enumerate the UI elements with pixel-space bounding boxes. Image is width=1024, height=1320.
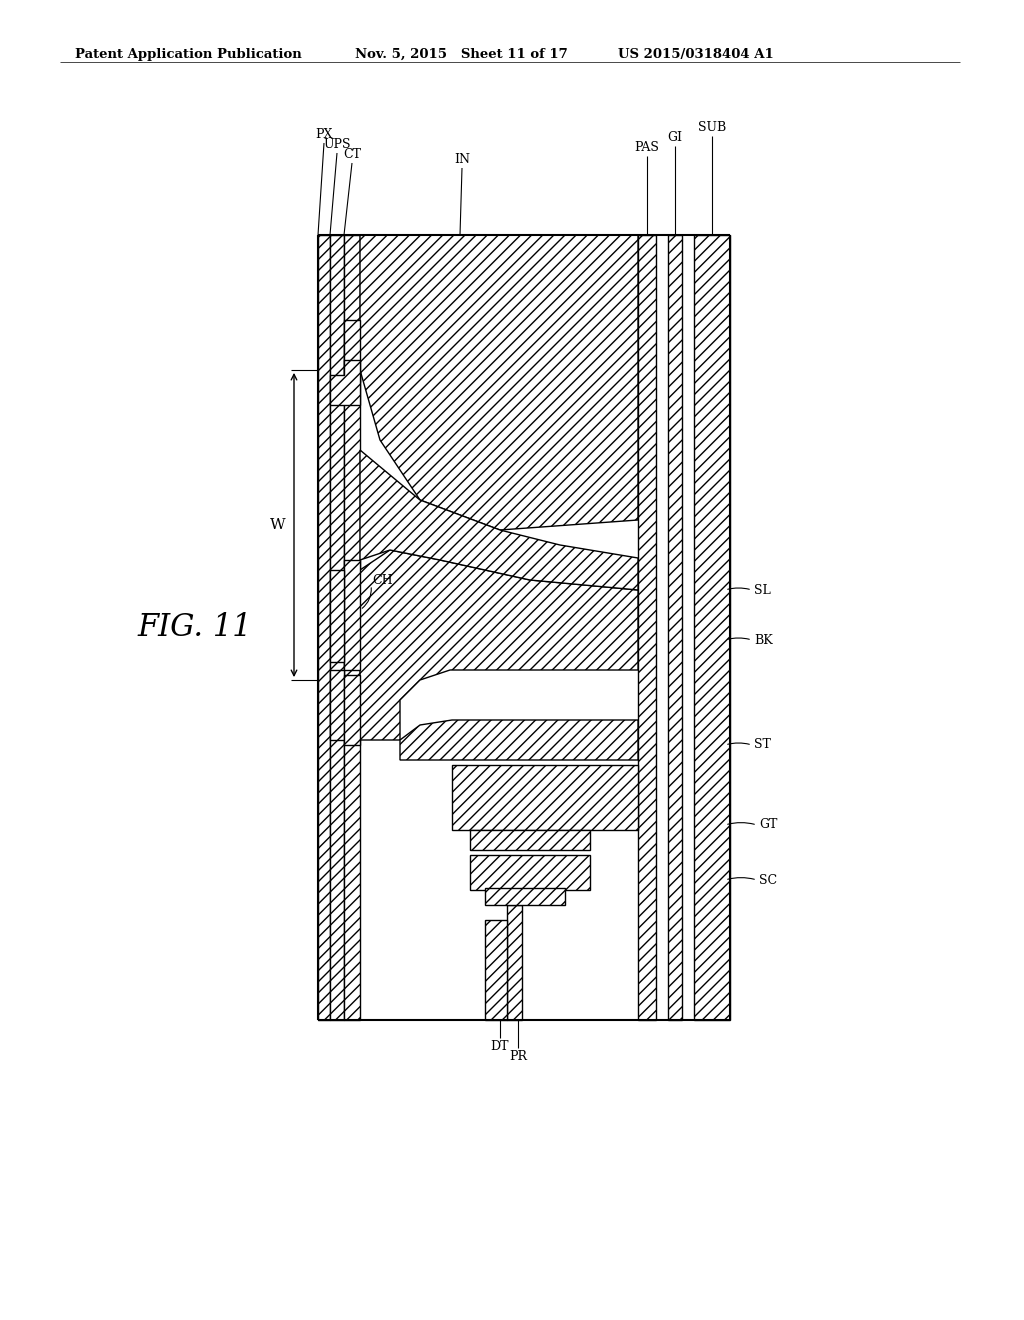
Polygon shape (360, 235, 638, 1020)
Text: Patent Application Publication: Patent Application Publication (75, 48, 302, 61)
Text: CH: CH (372, 573, 392, 586)
Bar (344, 235, 360, 1020)
Polygon shape (330, 671, 344, 741)
Text: PX: PX (315, 128, 333, 141)
Text: US 2015/0318404 A1: US 2015/0318404 A1 (618, 48, 774, 61)
Polygon shape (330, 360, 360, 405)
Text: GT: GT (759, 818, 777, 832)
Text: PAS: PAS (635, 141, 659, 154)
Text: GI: GI (668, 131, 683, 144)
Bar (485, 920, 507, 1020)
Text: ST: ST (754, 738, 771, 751)
Text: IN: IN (454, 153, 470, 166)
Text: DT: DT (490, 1040, 509, 1053)
Polygon shape (330, 570, 344, 663)
Text: BK: BK (754, 634, 773, 647)
Polygon shape (485, 888, 565, 906)
Text: W: W (270, 517, 286, 532)
Bar (668, 235, 682, 1020)
Bar (330, 235, 344, 1020)
Text: SUB: SUB (698, 121, 726, 135)
Text: SL: SL (754, 583, 771, 597)
Polygon shape (344, 560, 360, 671)
Text: UPS: UPS (324, 139, 351, 150)
Polygon shape (360, 450, 638, 590)
Bar (507, 906, 522, 1020)
Polygon shape (400, 719, 638, 760)
Polygon shape (470, 830, 590, 850)
Polygon shape (344, 319, 360, 381)
Bar (638, 235, 656, 1020)
Polygon shape (470, 855, 590, 890)
Text: SC: SC (759, 874, 777, 887)
Bar (694, 235, 730, 1020)
Bar (360, 235, 638, 1020)
Text: FIG. 11: FIG. 11 (137, 612, 252, 644)
Polygon shape (360, 235, 638, 531)
Bar (318, 235, 730, 1020)
Polygon shape (344, 675, 360, 744)
Polygon shape (360, 550, 638, 741)
Text: PR: PR (509, 1049, 527, 1063)
Bar (318, 235, 330, 1020)
Text: CT: CT (343, 148, 361, 161)
Text: Nov. 5, 2015   Sheet 11 of 17: Nov. 5, 2015 Sheet 11 of 17 (355, 48, 567, 61)
Polygon shape (452, 766, 638, 830)
